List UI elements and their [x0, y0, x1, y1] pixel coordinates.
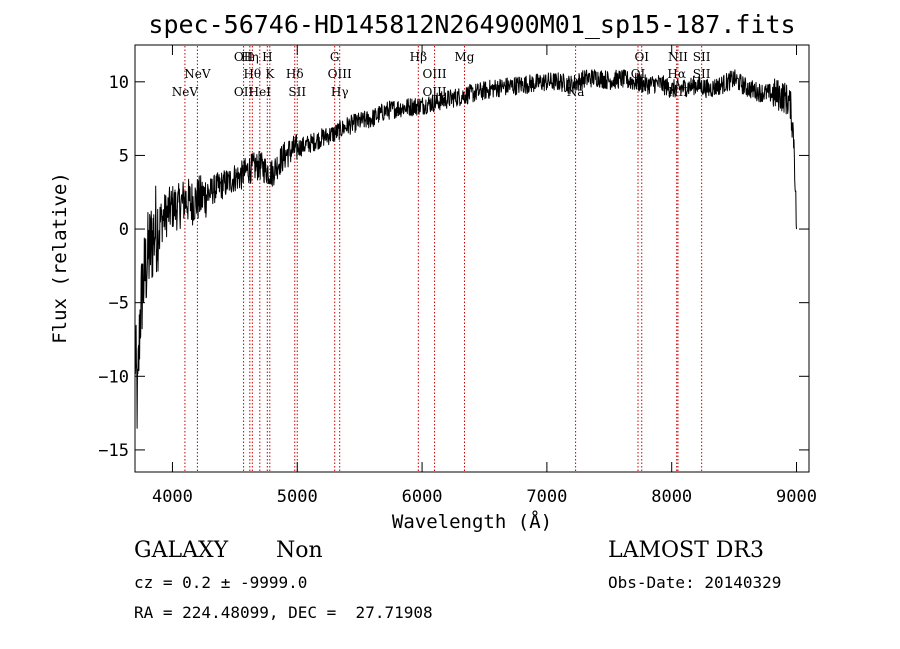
x-tick-label: 9000	[776, 487, 817, 507]
line-label: NeV	[184, 67, 211, 81]
x-axis-label: Wavelength (Å)	[392, 510, 552, 533]
chart-title: spec-56746-HD145812N264900M01_sp15-187.f…	[148, 10, 795, 39]
y-tick-label: 10	[109, 73, 129, 93]
line-label: NII	[668, 50, 688, 64]
line-label: OII	[234, 85, 254, 99]
line-label: Hδ	[286, 67, 304, 81]
plot-frame	[134, 44, 810, 473]
line-label: Hβ	[410, 50, 427, 64]
observation-date: Obs-Date: 20140329	[608, 573, 782, 592]
x-tick-label: 4000	[152, 487, 193, 507]
ra-dec: RA = 224.48099, DEC = 27.71908	[134, 603, 433, 622]
redshift-cz: cz = 0.2 ± -9999.0	[134, 573, 308, 592]
y-axis-label: Flux (relative)	[49, 172, 71, 344]
spectrum-chart: spec-56746-HD145812N264900M01_sp15-187.f…	[49, 10, 817, 533]
line-label: OIII	[423, 67, 447, 81]
line-label: Hη	[241, 50, 259, 64]
survey-name: LAMOST DR3	[608, 538, 764, 563]
spectrum-series	[134, 69, 797, 429]
y-tick-label: 0	[119, 220, 129, 240]
line-label: OII	[234, 50, 254, 64]
line-label: H	[262, 50, 272, 64]
object-class: GALAXY	[134, 538, 229, 563]
spectral-line-markers	[184, 46, 703, 471]
line-label: Hα	[667, 67, 686, 81]
object-subclass: Non	[276, 538, 323, 563]
line-label: NII	[668, 85, 688, 99]
y-tick-label: −10	[98, 367, 129, 387]
line-label: HeI	[249, 85, 272, 99]
line-label: G	[330, 50, 340, 64]
line-label: SII	[288, 85, 306, 99]
y-tick-label: 5	[119, 146, 129, 166]
line-label: SII	[693, 50, 711, 64]
y-tick-label: −5	[109, 294, 129, 314]
line-label: NeV	[172, 85, 199, 99]
x-tick-label: 8000	[651, 487, 692, 507]
line-label: OIII	[328, 67, 352, 81]
spectrum-line	[134, 69, 797, 429]
x-tick-label: 7000	[526, 487, 567, 507]
x-tick-label: 6000	[402, 487, 443, 507]
line-label: Na	[567, 85, 585, 99]
line-label: Hγ	[331, 85, 349, 99]
line-label: SII	[693, 67, 711, 81]
axis-ticks: 4000 5000 6000 7000 8000 9000 −15 −10 −5 0 5 10	[98, 45, 817, 507]
line-label: OI	[634, 50, 649, 64]
line-label: Hθ	[243, 67, 261, 81]
line-label: OI	[631, 67, 646, 81]
y-tick-label: −15	[98, 441, 129, 461]
line-label: K	[265, 67, 275, 81]
line-label: Mg	[455, 50, 475, 64]
x-tick-label: 5000	[277, 487, 318, 507]
line-label: OIII	[423, 85, 447, 99]
